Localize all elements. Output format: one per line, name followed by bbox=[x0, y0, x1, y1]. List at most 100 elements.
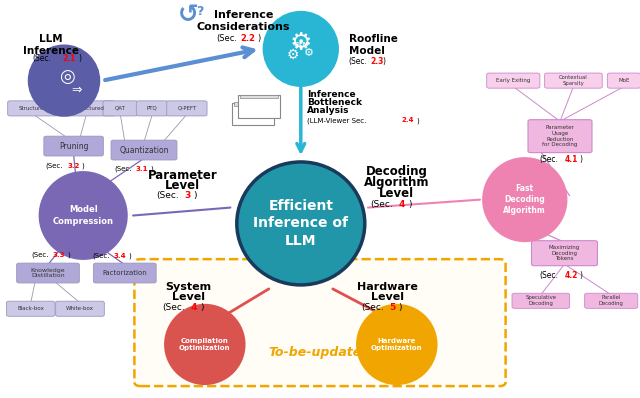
Text: Contextual
Sparsity: Contextual Sparsity bbox=[559, 75, 588, 86]
Text: 5: 5 bbox=[389, 303, 396, 312]
Text: ): ) bbox=[398, 303, 402, 312]
FancyBboxPatch shape bbox=[6, 301, 55, 316]
Text: ⚙: ⚙ bbox=[287, 48, 300, 62]
Text: (Sec.: (Sec. bbox=[163, 303, 186, 312]
Text: To-be-updated: To-be-updated bbox=[269, 346, 371, 359]
Text: 3: 3 bbox=[184, 191, 191, 200]
Text: Inference: Inference bbox=[307, 90, 356, 99]
Text: PTQ: PTQ bbox=[147, 106, 157, 111]
Text: Analysis: Analysis bbox=[307, 106, 349, 115]
Text: Inference: Inference bbox=[214, 10, 273, 20]
Text: ?: ? bbox=[196, 5, 204, 18]
Text: 4: 4 bbox=[399, 200, 405, 209]
Text: ): ) bbox=[416, 117, 419, 123]
Text: LLM
Inference: LLM Inference bbox=[23, 34, 79, 56]
FancyBboxPatch shape bbox=[44, 136, 104, 156]
Text: Parameter: Parameter bbox=[148, 169, 217, 182]
Text: 3.4: 3.4 bbox=[114, 253, 127, 259]
FancyBboxPatch shape bbox=[531, 241, 598, 266]
Text: ⚙: ⚙ bbox=[290, 31, 312, 55]
FancyBboxPatch shape bbox=[103, 101, 138, 116]
Text: Level: Level bbox=[371, 292, 404, 302]
Text: ⇒: ⇒ bbox=[72, 84, 82, 97]
Text: Black-box: Black-box bbox=[17, 306, 44, 311]
Text: Algorithm: Algorithm bbox=[364, 176, 429, 189]
Text: Efficient
Inference of
LLM: Efficient Inference of LLM bbox=[253, 199, 348, 248]
FancyBboxPatch shape bbox=[56, 301, 104, 316]
Text: ): ) bbox=[408, 200, 412, 209]
FancyBboxPatch shape bbox=[166, 101, 207, 116]
Text: Unstructured: Unstructured bbox=[68, 106, 104, 111]
Text: Level: Level bbox=[380, 187, 414, 200]
FancyBboxPatch shape bbox=[8, 101, 59, 116]
Text: 3.3: 3.3 bbox=[52, 252, 65, 258]
FancyBboxPatch shape bbox=[585, 293, 637, 308]
Ellipse shape bbox=[237, 162, 365, 285]
FancyBboxPatch shape bbox=[545, 73, 602, 88]
Text: ): ) bbox=[383, 57, 386, 66]
Text: Hardware: Hardware bbox=[356, 282, 418, 292]
FancyBboxPatch shape bbox=[111, 140, 177, 160]
Text: White-box: White-box bbox=[66, 306, 94, 311]
Text: Speculative
Decoding: Speculative Decoding bbox=[525, 295, 556, 306]
Text: (Sec.: (Sec. bbox=[371, 200, 394, 209]
Text: 4: 4 bbox=[191, 303, 197, 312]
FancyBboxPatch shape bbox=[134, 259, 506, 386]
Text: ): ) bbox=[67, 252, 70, 258]
Ellipse shape bbox=[483, 158, 566, 241]
Ellipse shape bbox=[357, 305, 436, 384]
Text: MoE: MoE bbox=[618, 78, 630, 83]
Text: Q-PEFT: Q-PEFT bbox=[177, 106, 196, 111]
Text: Quantization: Quantization bbox=[119, 146, 169, 154]
FancyBboxPatch shape bbox=[607, 73, 640, 88]
Text: (Sec.: (Sec. bbox=[540, 156, 559, 164]
Text: Bottleneck: Bottleneck bbox=[307, 98, 362, 107]
Text: Structured: Structured bbox=[19, 106, 48, 111]
Ellipse shape bbox=[29, 45, 99, 116]
FancyBboxPatch shape bbox=[136, 101, 168, 116]
Text: (Sec.: (Sec. bbox=[31, 252, 49, 258]
Text: ): ) bbox=[580, 156, 582, 164]
Text: ⚙: ⚙ bbox=[303, 48, 314, 58]
Text: 3.2: 3.2 bbox=[67, 163, 80, 169]
Text: QAT: QAT bbox=[115, 106, 125, 111]
Text: (Sec.: (Sec. bbox=[349, 57, 367, 66]
Text: Level: Level bbox=[165, 179, 200, 192]
Text: ): ) bbox=[257, 35, 261, 43]
Text: Early Exiting: Early Exiting bbox=[496, 78, 531, 83]
Text: ): ) bbox=[580, 271, 582, 279]
FancyBboxPatch shape bbox=[17, 263, 79, 283]
Ellipse shape bbox=[165, 305, 244, 384]
Text: 3.1: 3.1 bbox=[136, 166, 148, 172]
Text: ↺: ↺ bbox=[179, 3, 199, 27]
Ellipse shape bbox=[40, 172, 127, 259]
Text: SIEM: SIEM bbox=[293, 43, 308, 47]
FancyBboxPatch shape bbox=[487, 73, 540, 88]
Text: ): ) bbox=[193, 191, 197, 200]
Text: (Sec.: (Sec. bbox=[156, 191, 179, 200]
FancyBboxPatch shape bbox=[512, 293, 570, 308]
Text: (Sec.: (Sec. bbox=[33, 54, 51, 63]
Text: Model
Compression: Model Compression bbox=[52, 205, 114, 226]
Text: 2.3: 2.3 bbox=[370, 57, 383, 66]
Text: Parallel
Decoding: Parallel Decoding bbox=[599, 295, 623, 306]
Text: System: System bbox=[166, 282, 212, 292]
Text: (Sec.: (Sec. bbox=[45, 163, 63, 169]
Ellipse shape bbox=[264, 12, 338, 86]
Text: (Sec.: (Sec. bbox=[361, 303, 384, 312]
Text: Factorization: Factorization bbox=[102, 270, 147, 276]
Text: Decoding: Decoding bbox=[366, 165, 428, 178]
Text: 4.2: 4.2 bbox=[564, 271, 577, 279]
FancyBboxPatch shape bbox=[232, 103, 274, 125]
Text: 4.1: 4.1 bbox=[564, 156, 577, 164]
FancyBboxPatch shape bbox=[93, 263, 156, 283]
FancyBboxPatch shape bbox=[240, 94, 278, 98]
Text: 2.4: 2.4 bbox=[401, 117, 414, 123]
Text: 2.2: 2.2 bbox=[241, 35, 256, 43]
Text: (Sec.: (Sec. bbox=[540, 271, 559, 279]
Text: (Sec.: (Sec. bbox=[114, 166, 132, 172]
Text: (Sec.: (Sec. bbox=[217, 35, 237, 43]
FancyBboxPatch shape bbox=[58, 101, 115, 116]
Text: Considerations: Considerations bbox=[196, 22, 290, 32]
Text: ): ) bbox=[79, 54, 81, 63]
